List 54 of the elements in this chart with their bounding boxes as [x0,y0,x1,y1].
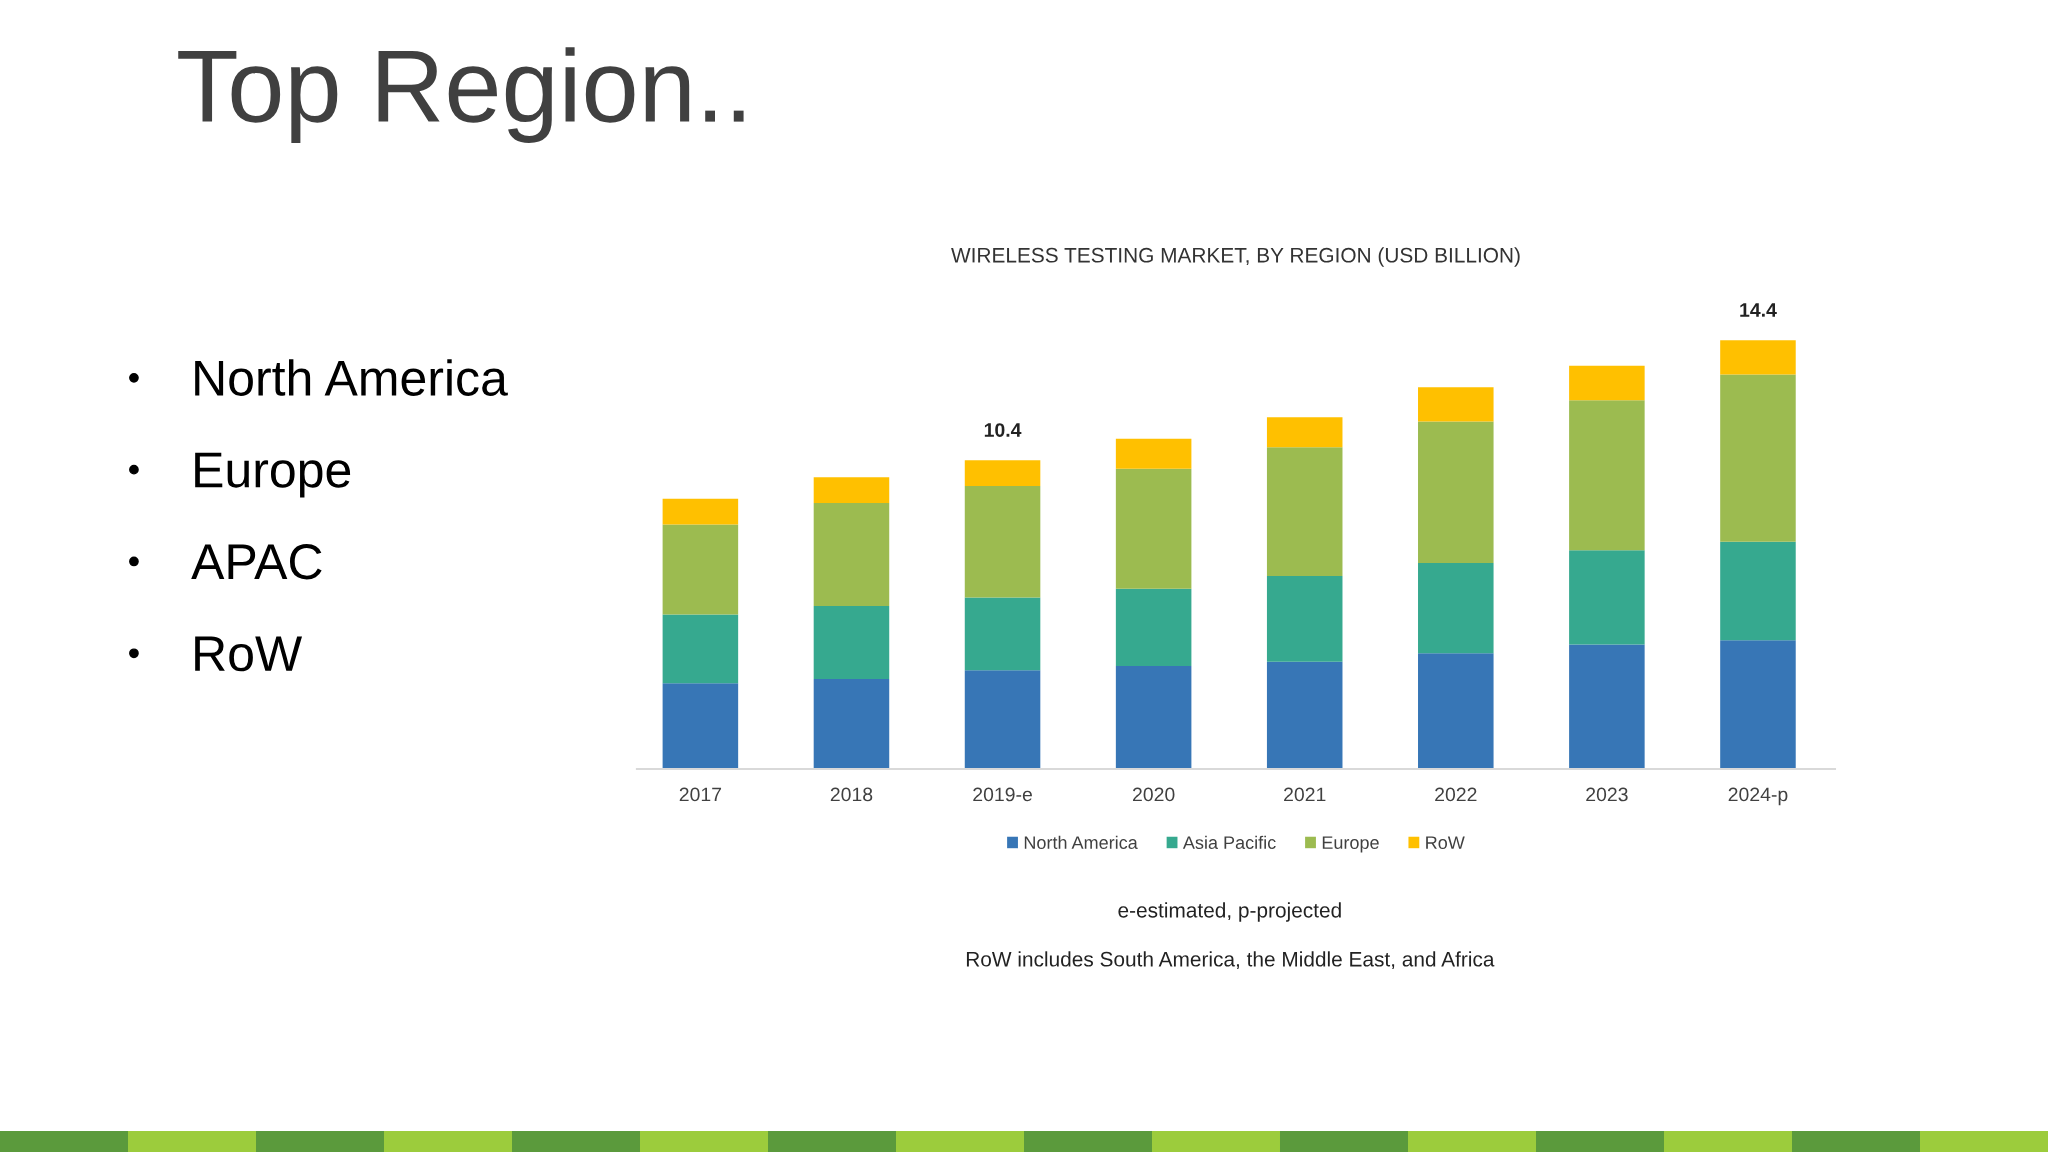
text: Europe [195,452,351,498]
bar [662,498,739,525]
bar [964,670,1041,769]
bar [1569,365,1645,401]
bar [1720,340,1796,375]
bar [1720,374,1796,542]
x-tick-label: 2024-p [1728,787,1788,806]
bar [964,597,1041,671]
bar [964,485,1041,598]
bar [662,524,739,615]
text: RoW includes South America, the Middle East, and Africa [966,951,1495,970]
legend-label: Europe [1322,836,1379,853]
x-tick-label: 2018 [830,787,873,802]
bar [1266,661,1343,769]
bar [1418,387,1494,422]
bar [1418,421,1494,564]
bar [1266,575,1343,662]
bar [964,460,1041,486]
bar [662,614,739,684]
bar [1115,468,1192,589]
bar [1266,447,1343,576]
bar [1569,644,1645,769]
bar [1569,400,1645,551]
annotation: 14.4 [1740,303,1777,317]
bar [1115,438,1192,469]
bar [1569,550,1645,645]
text: Top Region.. [178,47,744,143]
x-tick-label: 2023 [1586,787,1628,802]
x-tick-label: 2020 [1132,787,1175,802]
x-tick-label: 2019-e [973,787,1032,802]
bar [813,606,890,679]
text: RoW [195,636,303,672]
text: e-estimated, p-projected [1118,902,1341,922]
x-tick-label: 2022 [1435,787,1477,802]
bar [1418,653,1494,769]
bar [1115,666,1192,769]
legend-label: Asia Pacific [1182,835,1276,850]
x-tick-label: 2017 [679,787,722,802]
bar [1418,563,1494,654]
legend-label: RoW [1426,836,1465,850]
bar [1115,588,1192,667]
chart-title: WIRELESS TESTING MARKET, BY REGION (USD BILLION) [951,247,1520,267]
bar [813,678,890,769]
bar [1720,541,1796,641]
bar [813,477,890,504]
legend-label: North America [1024,835,1138,850]
bar [1266,417,1343,448]
x-tick-label: 2021 [1284,787,1326,802]
bar [1720,640,1796,769]
bar [813,503,890,606]
bar [662,683,739,769]
text: APAC [191,544,322,580]
annotation: 10.4 [984,423,1022,437]
text: North America [195,359,508,396]
